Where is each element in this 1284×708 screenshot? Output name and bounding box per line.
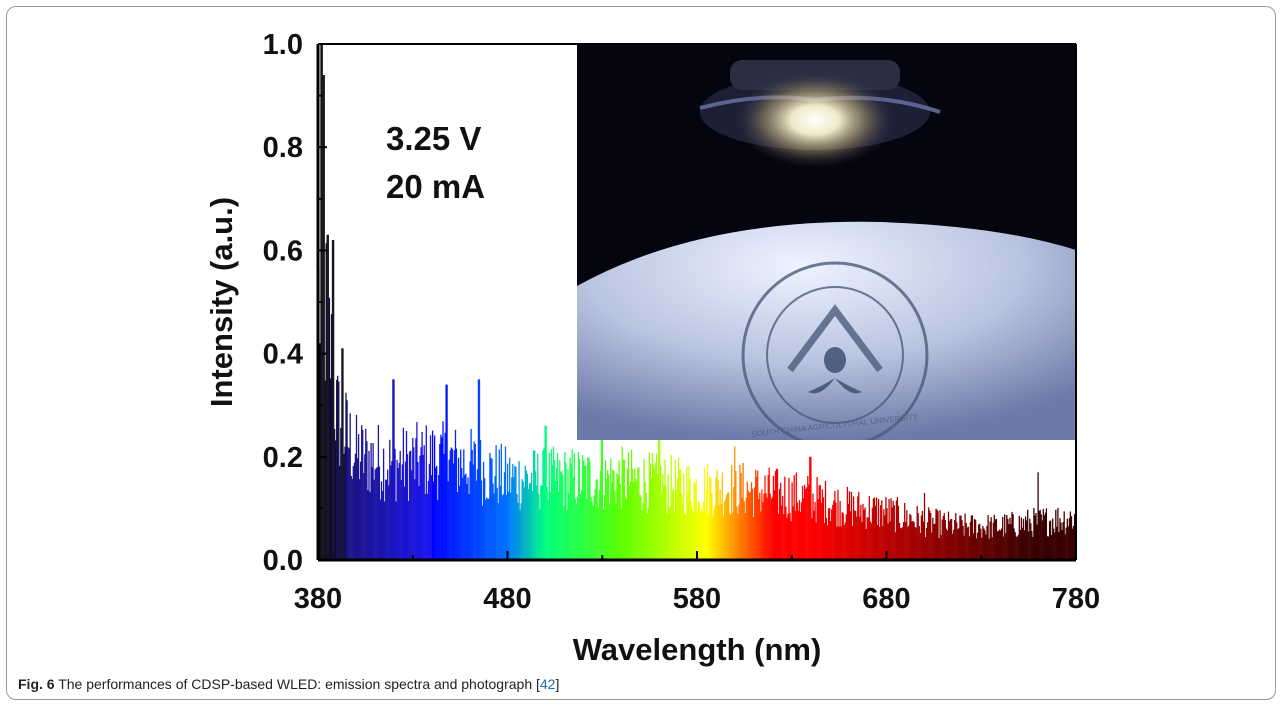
y-tick-label: 1.0: [263, 29, 303, 61]
y-tick-label: 0.0: [263, 545, 303, 577]
caption-reference-link[interactable]: 42: [539, 676, 556, 692]
y-tick-label: 0.8: [263, 132, 303, 164]
caption-text: The performances of CDSP-based WLED: emi…: [54, 676, 540, 692]
led-light-icon: [735, 72, 895, 168]
wled-photograph: SOUTH CHINA AGRICULTURAL UNIVERSITY: [577, 44, 1076, 440]
caption-end: ]: [555, 676, 560, 692]
x-axis-title: Wavelength (nm): [573, 632, 822, 667]
y-tick-label: 0.6: [263, 235, 303, 267]
y-axis-title: Intensity (a.u.): [204, 197, 239, 407]
current-annotation: 20 mA: [386, 168, 485, 205]
x-tick-label: 380: [294, 583, 342, 615]
x-tick-label: 480: [483, 583, 531, 615]
axis-ticks: 380 480 580 680 780 0.0 0.2 0.4 0.6 0.8 1.0: [263, 29, 1101, 615]
y-tick-label: 0.2: [263, 442, 303, 474]
caption-label: Fig. 6: [18, 676, 55, 692]
x-tick-label: 580: [673, 583, 721, 615]
figure-caption: Fig. 6 The performances of CDSP-based WL…: [18, 676, 559, 692]
x-tick-label: 680: [862, 583, 910, 615]
voltage-annotation: 3.25 V: [386, 120, 481, 157]
x-tick-label: 780: [1052, 583, 1100, 615]
y-tick-label: 0.4: [263, 339, 303, 371]
spectrum-bars: [318, 44, 1076, 560]
